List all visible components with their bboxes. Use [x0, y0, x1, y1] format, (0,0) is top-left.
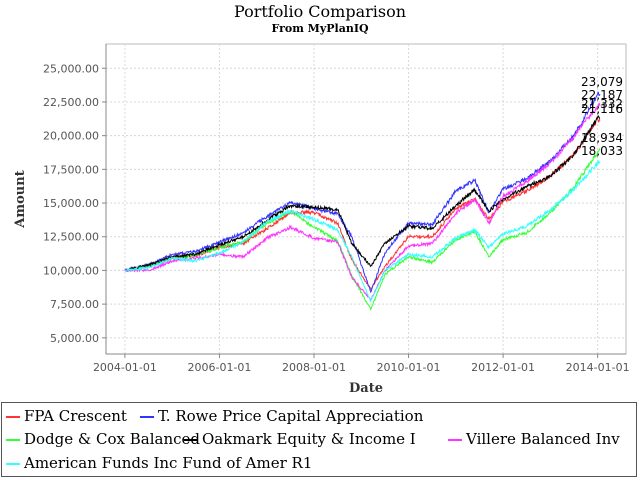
grid-lines — [106, 44, 626, 354]
legend-swatch — [6, 416, 20, 418]
legend-row-3: American Funds Inc Fund of Amer R1 — [6, 454, 634, 474]
y-tick-label: 5,000.00 — [50, 332, 99, 345]
series-lines — [124, 91, 601, 311]
legend-swatch — [140, 416, 154, 418]
legend-label: Oakmark Equity & Income I — [202, 430, 416, 448]
x-tick-label: 2012-01-01 — [471, 361, 535, 374]
x-tick-label: 2008-01-01 — [282, 361, 346, 374]
legend: FPA Crescent T. Rowe Price Capital Appre… — [1, 402, 637, 477]
y-tick-label: 15,000.00 — [43, 197, 99, 210]
series-line-3 — [124, 114, 601, 272]
legend-item-fpa-crescent: FPA Crescent — [6, 407, 127, 425]
legend-label: Villere Balanced Inv — [466, 430, 620, 448]
plot-area — [105, 43, 627, 355]
y-tick-label: 22,500.00 — [43, 96, 99, 109]
legend-swatch — [6, 439, 20, 441]
y-axis-title: Amount — [13, 170, 28, 228]
legend-label: Dodge & Cox Balanced — [24, 430, 201, 448]
x-tick-label: 2014-01-01 — [566, 361, 630, 374]
legend-swatch — [448, 439, 462, 441]
end-value-label: 22,187 — [581, 88, 623, 102]
legend-item-dodge-cox: Dodge & Cox Balanced — [6, 430, 200, 448]
series-line-5 — [124, 160, 601, 303]
end-value-label: 21,116 — [581, 102, 623, 116]
x-axis: 2004-01-01 2006-01-01 2008-01-01 2010-01-01… — [93, 353, 630, 374]
y-tick-label: 25,000.00 — [43, 62, 99, 75]
end-value-label: 18,934 — [581, 131, 623, 145]
legend-label: FPA Crescent — [24, 407, 127, 425]
series-line-2 — [124, 147, 601, 311]
x-axis-title: Date — [349, 381, 383, 396]
legend-row-2: Dodge & Cox Balanced Oakmark Equity & In… — [6, 430, 634, 450]
legend-item-t-rowe-price: T. Rowe Price Capital Appreciation — [140, 407, 423, 425]
legend-swatch — [184, 439, 198, 441]
y-tick-label: 7,500.00 — [50, 298, 99, 311]
chart-canvas: Portfolio Comparison From MyPlanIQ 5,000… — [13, 2, 630, 396]
legend-label: T. Rowe Price Capital Appreciation — [158, 407, 424, 425]
series-line-1 — [124, 91, 601, 294]
legend-item-american-funds: American Funds Inc Fund of Amer R1 — [6, 454, 312, 472]
chart-title: Portfolio Comparison — [234, 2, 406, 21]
legend-swatch — [6, 463, 20, 465]
y-tick-label: 10,000.00 — [43, 264, 99, 277]
end-value-label: 18,033 — [581, 144, 623, 158]
y-tick-label: 17,500.00 — [43, 163, 99, 176]
x-tick-label: 2010-01-01 — [377, 361, 441, 374]
legend-item-villere: Villere Balanced Inv — [448, 430, 620, 448]
y-tick-label: 12,500.00 — [43, 231, 99, 244]
end-value-label: 21,332 — [581, 97, 623, 111]
x-tick-label: 2006-01-01 — [187, 361, 251, 374]
y-tick-label: 20,000.00 — [43, 130, 99, 143]
chart-subtitle: From MyPlanIQ — [271, 22, 369, 35]
legend-label: American Funds Inc Fund of Amer R1 — [24, 454, 313, 472]
legend-item-oakmark: Oakmark Equity & Income I — [184, 430, 416, 448]
y-axis: 5,000.00 7,500.00 10,000.00 12,500.00 15,000… — [43, 44, 107, 354]
x-tick-label: 2004-01-01 — [93, 361, 157, 374]
legend-row-1: FPA Crescent T. Rowe Price Capital Appre… — [6, 407, 634, 427]
end-value-label: 23,079 — [581, 75, 623, 89]
